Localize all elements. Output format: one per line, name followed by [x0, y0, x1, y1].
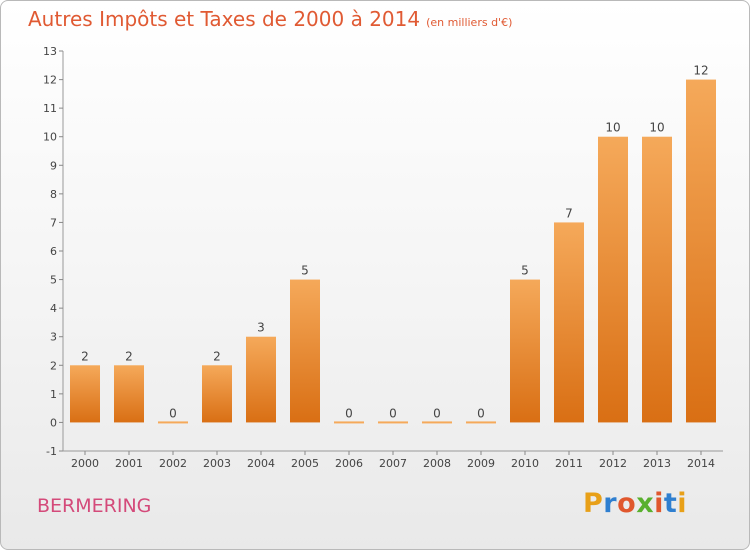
logo-letter: i	[654, 488, 664, 519]
y-tick-label: 11	[43, 102, 57, 115]
chart-data-labels: 2 2 0 2 3 5 0 0 0 0 5 7 10 10 12	[81, 64, 708, 421]
x-tick-label: 2007	[379, 457, 407, 470]
data-label: 0	[477, 406, 485, 420]
data-label: 5	[301, 264, 309, 278]
bar	[290, 279, 320, 423]
commune-name: BERMERING	[37, 495, 152, 517]
y-tick-label: 13	[43, 45, 57, 58]
data-label: 7	[565, 206, 573, 220]
data-label: 10	[605, 121, 620, 135]
bar	[554, 222, 584, 423]
bar	[686, 79, 716, 423]
x-tick-label: 2003	[203, 457, 231, 470]
bar	[466, 421, 496, 424]
y-tick-label: 10	[43, 131, 57, 144]
data-label: 3	[257, 321, 265, 335]
x-tick-label: 2009	[467, 457, 495, 470]
y-tick-label: 9	[50, 159, 57, 172]
bar	[378, 421, 408, 424]
data-label: 2	[125, 349, 133, 363]
x-tick-label: 2000	[71, 457, 99, 470]
y-tick-label: 12	[43, 74, 57, 87]
logo-letter: o	[617, 488, 637, 519]
x-tick-label: 2004	[247, 457, 275, 470]
logo-letter: t	[663, 488, 678, 519]
bar	[598, 136, 628, 423]
bar	[158, 421, 188, 424]
data-label: 5	[521, 264, 529, 278]
logo-letter: P	[583, 488, 604, 519]
chart-title-text: Autres Impôts et Taxes de 2000 à 2014	[28, 7, 421, 31]
data-label: 0	[433, 406, 441, 420]
data-label: 0	[389, 406, 397, 420]
data-label: 2	[81, 349, 89, 363]
y-tick-label: 6	[50, 245, 57, 258]
x-tick-label: 2001	[115, 457, 143, 470]
y-tick-label: 5	[50, 274, 57, 287]
y-tick-label: 1	[50, 388, 57, 401]
bar	[642, 136, 672, 423]
bar	[334, 421, 364, 424]
logo-letter: x	[636, 488, 655, 519]
logo-letter: r	[603, 488, 618, 519]
x-tick-label: 2010	[511, 457, 539, 470]
x-tick-label: 2002	[159, 457, 187, 470]
data-label: 2	[213, 349, 221, 363]
x-tick-label: 2006	[335, 457, 363, 470]
x-tick-label: 2008	[423, 457, 451, 470]
chart-unit: (en milliers d'€)	[426, 16, 513, 29]
data-label: 12	[693, 64, 708, 78]
y-tick-label: 0	[50, 416, 57, 429]
y-tick-label: 7	[50, 216, 57, 229]
y-tick-label: 3	[50, 331, 57, 344]
x-tick-label: 2012	[599, 457, 627, 470]
chart-title: Autres Impôts et Taxes de 2000 à 2014 (en…	[28, 7, 512, 31]
data-label: 10	[649, 121, 664, 135]
y-tick-label: 2	[50, 359, 57, 372]
x-tick-label: 2005	[291, 457, 319, 470]
chart-bars	[70, 79, 716, 424]
data-label: 0	[169, 406, 177, 420]
bar	[70, 365, 100, 423]
bar	[114, 365, 144, 423]
bar	[246, 336, 276, 423]
bar	[422, 421, 452, 424]
bar	[510, 279, 540, 423]
y-tick-label: 8	[50, 188, 57, 201]
bar	[202, 365, 232, 423]
data-label: 0	[345, 406, 353, 420]
y-tick-label: 4	[50, 302, 57, 315]
logo-letter: i	[677, 488, 688, 519]
y-tick-label: -1	[46, 445, 57, 458]
proxiti-logo[interactable]: Proxiti	[583, 488, 687, 519]
x-tick-label: 2014	[687, 457, 715, 470]
x-tick-label: 2011	[555, 457, 583, 470]
x-tick-label: 2013	[643, 457, 671, 470]
